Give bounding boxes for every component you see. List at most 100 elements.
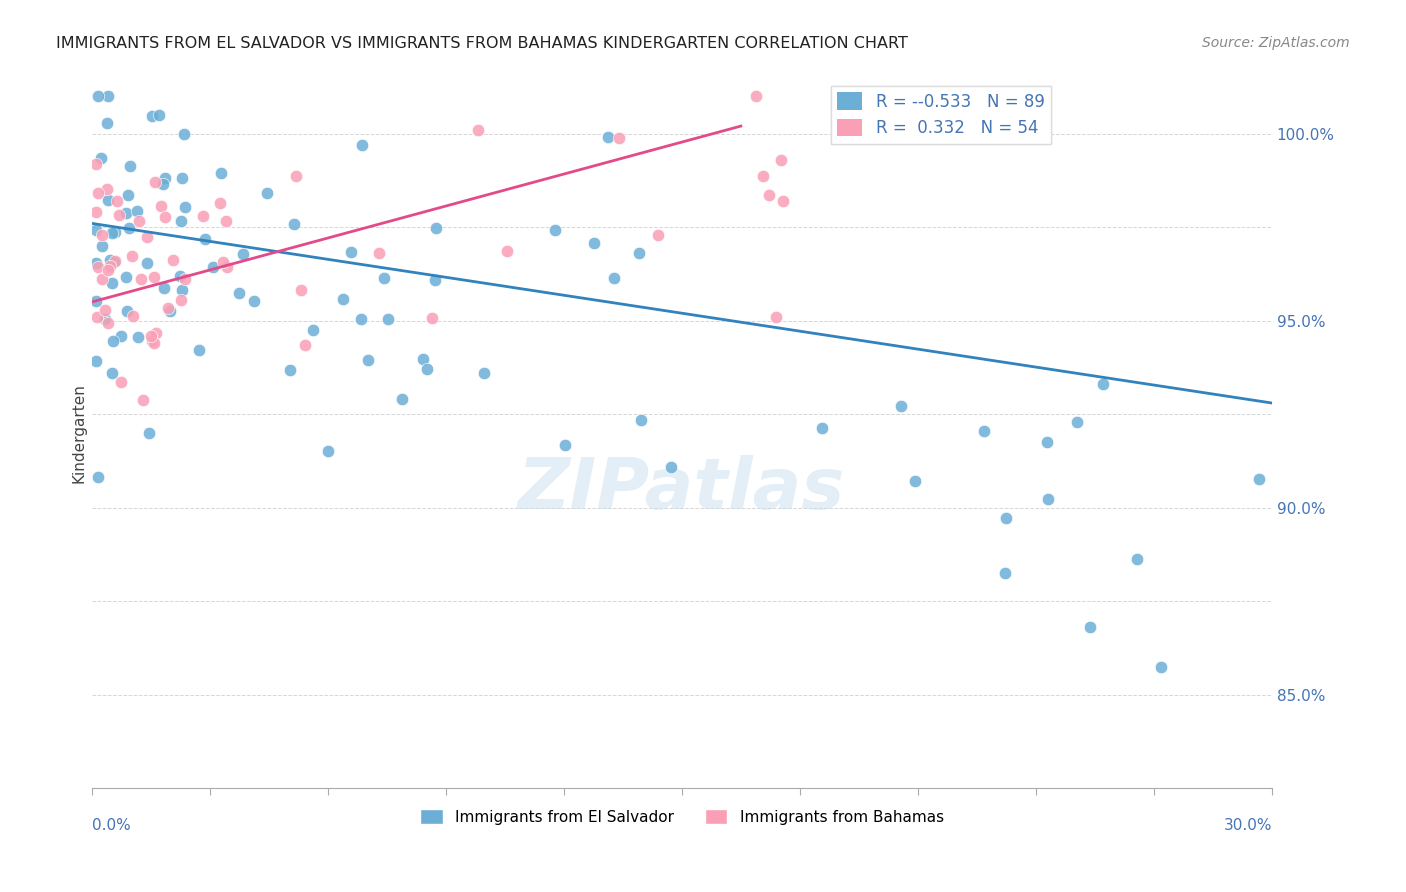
Point bbox=[544, 223, 567, 237]
Point bbox=[554, 437, 576, 451]
Point bbox=[496, 244, 519, 258]
Point bbox=[157, 301, 180, 315]
Point bbox=[647, 227, 669, 242]
Point bbox=[98, 252, 121, 267]
Text: IMMIGRANTS FROM EL SALVADOR VS IMMIGRANTS FROM BAHAMAS KINDERGARTEN CORRELATION : IMMIGRANTS FROM EL SALVADOR VS IMMIGRANT… bbox=[56, 36, 908, 51]
Point bbox=[1036, 492, 1059, 507]
Point bbox=[101, 226, 124, 240]
Point bbox=[425, 221, 447, 235]
Point bbox=[128, 214, 150, 228]
Point bbox=[1247, 471, 1270, 485]
Point bbox=[201, 260, 224, 275]
Point bbox=[659, 460, 682, 475]
Point bbox=[745, 89, 768, 103]
Point bbox=[86, 89, 108, 103]
Point bbox=[136, 256, 159, 270]
Point bbox=[628, 246, 651, 260]
Point bbox=[97, 316, 120, 330]
Point bbox=[152, 178, 174, 192]
Point bbox=[87, 470, 110, 484]
Point bbox=[155, 210, 177, 224]
Point bbox=[356, 352, 378, 367]
Point bbox=[110, 375, 132, 389]
Y-axis label: Kindergarten: Kindergarten bbox=[72, 383, 86, 483]
Point bbox=[91, 272, 114, 286]
Point bbox=[97, 193, 120, 207]
Point bbox=[108, 208, 131, 222]
Point bbox=[1126, 552, 1149, 566]
Text: 30.0%: 30.0% bbox=[1223, 819, 1272, 833]
Point bbox=[114, 269, 136, 284]
Point bbox=[153, 171, 176, 186]
Point bbox=[1150, 660, 1173, 674]
Point bbox=[141, 109, 163, 123]
Point bbox=[368, 245, 391, 260]
Point bbox=[93, 312, 115, 326]
Point bbox=[332, 293, 354, 307]
Point bbox=[117, 221, 139, 235]
Point bbox=[994, 566, 1017, 581]
Point bbox=[131, 272, 153, 286]
Point bbox=[143, 175, 166, 189]
Point bbox=[285, 169, 308, 183]
Point bbox=[283, 217, 305, 231]
Point bbox=[340, 244, 363, 259]
Point bbox=[1080, 619, 1102, 633]
Point bbox=[373, 271, 395, 285]
Point bbox=[420, 310, 443, 325]
Point bbox=[141, 334, 163, 348]
Point bbox=[294, 337, 316, 351]
Point bbox=[425, 273, 447, 287]
Point bbox=[86, 256, 108, 270]
Point bbox=[117, 188, 139, 202]
Point bbox=[127, 330, 149, 344]
Point bbox=[131, 392, 153, 407]
Point bbox=[91, 227, 114, 242]
Point bbox=[135, 229, 157, 244]
Point bbox=[994, 511, 1017, 525]
Point bbox=[103, 334, 125, 348]
Point bbox=[114, 206, 136, 220]
Point bbox=[193, 209, 215, 223]
Point bbox=[1066, 415, 1088, 429]
Point bbox=[173, 127, 195, 141]
Point bbox=[170, 171, 193, 186]
Point bbox=[100, 366, 122, 380]
Point bbox=[770, 153, 793, 168]
Point bbox=[583, 235, 606, 250]
Point bbox=[290, 283, 312, 297]
Point bbox=[93, 303, 115, 318]
Point bbox=[96, 116, 118, 130]
Point bbox=[110, 329, 132, 343]
Point bbox=[153, 281, 176, 295]
Point bbox=[472, 366, 495, 380]
Point bbox=[752, 169, 775, 184]
Point bbox=[104, 254, 127, 268]
Point bbox=[138, 425, 160, 440]
Point bbox=[209, 166, 232, 180]
Point bbox=[169, 269, 191, 284]
Point bbox=[243, 293, 266, 308]
Point bbox=[607, 131, 630, 145]
Point bbox=[86, 310, 108, 325]
Point bbox=[194, 232, 217, 246]
Point bbox=[162, 252, 184, 267]
Point bbox=[904, 475, 927, 489]
Point bbox=[187, 343, 209, 358]
Text: 0.0%: 0.0% bbox=[91, 819, 131, 833]
Point bbox=[103, 255, 125, 269]
Point bbox=[121, 249, 143, 263]
Point bbox=[139, 329, 162, 343]
Point bbox=[215, 213, 238, 227]
Point bbox=[143, 336, 166, 351]
Point bbox=[765, 310, 787, 324]
Point bbox=[125, 203, 148, 218]
Point bbox=[170, 214, 193, 228]
Legend: R = --0.533   N = 89, R =  0.332   N = 54: R = --0.533 N = 89, R = 0.332 N = 54 bbox=[831, 86, 1052, 144]
Point bbox=[412, 351, 434, 366]
Point bbox=[278, 362, 301, 376]
Point bbox=[215, 260, 238, 274]
Point bbox=[212, 255, 235, 269]
Point bbox=[391, 392, 413, 406]
Point bbox=[90, 238, 112, 252]
